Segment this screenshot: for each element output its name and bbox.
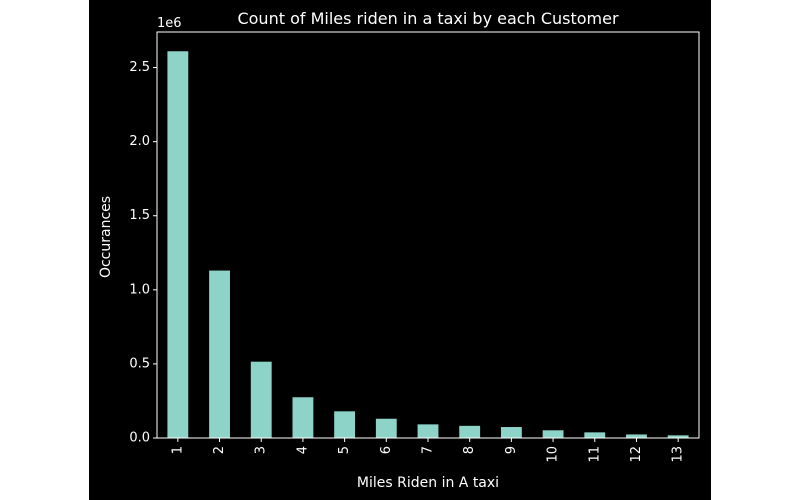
x-tick-label: 2 — [212, 446, 227, 454]
x-tick-label: 5 — [337, 446, 352, 454]
y-tick-label: 1.0 — [129, 282, 150, 297]
x-tick-label: 9 — [504, 446, 519, 454]
x-axis-label: Miles Riden in A taxi — [357, 475, 499, 491]
bar-5 — [334, 411, 356, 438]
x-tick-label: 6 — [379, 446, 394, 454]
bar-13 — [667, 435, 689, 438]
x-tick-label: 11 — [587, 446, 602, 463]
y-tick-label: 2.5 — [129, 60, 150, 75]
bars-group — [167, 51, 689, 438]
bar-4 — [292, 397, 314, 438]
y-tick-label: 0.0 — [129, 431, 150, 446]
x-tick-label: 8 — [462, 446, 477, 454]
chart-figure: Count of Miles riden in a taxi by each C… — [89, 0, 711, 500]
bar-11 — [584, 432, 606, 438]
bar-chart: Count of Miles riden in a taxi by each C… — [98, 9, 700, 491]
x-tick-label: 10 — [546, 446, 561, 463]
bar-10 — [542, 430, 564, 438]
bar-3 — [250, 361, 272, 438]
bar-12 — [626, 434, 647, 438]
y-axis: 0.0 0.5 1.0 1.5 2.0 2.5 — [129, 60, 157, 446]
y-tick-label: 1.5 — [129, 208, 150, 223]
bar-8 — [459, 425, 481, 438]
x-tick-label: 12 — [629, 446, 644, 463]
x-tick-label: 13 — [671, 446, 686, 463]
plot-frame — [156, 31, 700, 439]
x-tick-label: 7 — [421, 446, 436, 454]
x-tick-label: 4 — [295, 446, 310, 454]
bar-7 — [417, 424, 439, 438]
x-axis: 1 2 3 4 5 6 7 8 9 10 11 12 13 — [170, 438, 686, 463]
bar-6 — [375, 418, 397, 438]
bar-9 — [500, 427, 522, 438]
bar-1 — [167, 51, 189, 438]
y-tick-label: 2.0 — [129, 134, 150, 149]
chart-title: Count of Miles riden in a taxi by each C… — [237, 9, 618, 28]
y-axis-offset-text: 1e6 — [157, 16, 182, 31]
x-tick-label: 1 — [170, 446, 185, 454]
y-axis-label: Occurances — [98, 196, 114, 278]
bar-2 — [209, 270, 230, 438]
y-tick-label: 0.5 — [129, 356, 150, 371]
x-tick-label: 3 — [254, 446, 269, 454]
